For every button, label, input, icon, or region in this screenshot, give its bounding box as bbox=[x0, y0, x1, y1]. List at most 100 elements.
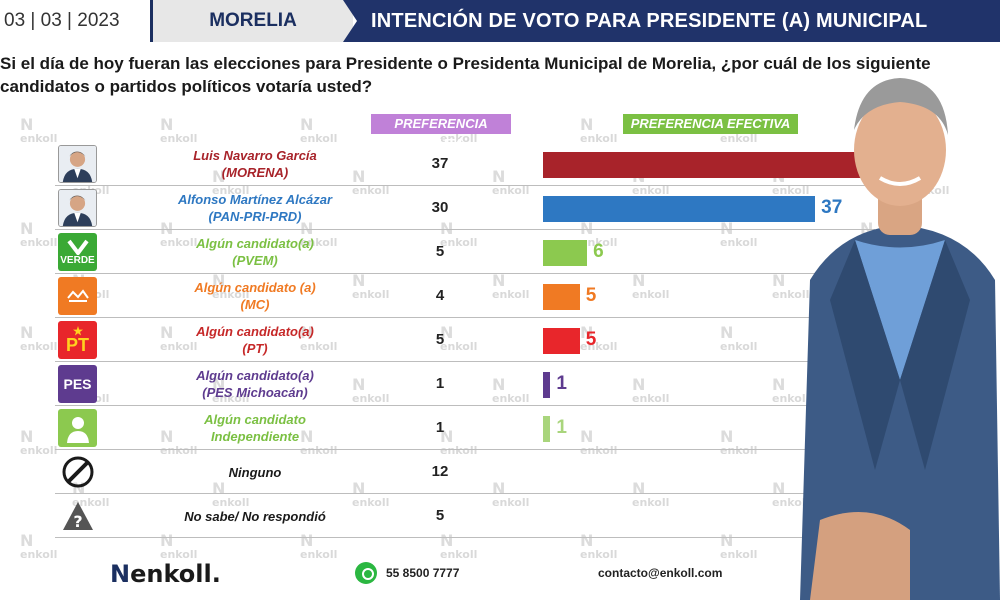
preferencia-bruta-value: 1 bbox=[435, 375, 445, 392]
candidate-label: Algún candidato(a) (PVEM) bbox=[135, 235, 375, 269]
logo-text: PT bbox=[65, 335, 89, 355]
table-row: ? No sabe/ No respondió 5 bbox=[55, 494, 875, 538]
preferencia-bruta-value: 5 bbox=[435, 507, 445, 524]
column-header-efectiva: PREFERENCIA EFECTIVA bbox=[623, 114, 798, 134]
table-row: Ninguno 12 bbox=[55, 450, 875, 494]
enkoll-mark-icon: N bbox=[20, 531, 34, 550]
candidate-name: Algún candidato bbox=[204, 412, 306, 427]
preferencia-efectiva-bar bbox=[543, 284, 580, 310]
footer: Nenkoll. 55 8500 7777 contacto@enkoll.co… bbox=[0, 550, 800, 595]
preferencia-efectiva-value: 37 bbox=[821, 197, 843, 218]
preferencia-bruta-value: 12 bbox=[431, 463, 449, 480]
candidate-label: Ninguno bbox=[135, 464, 375, 481]
preferencia-efectiva-bar bbox=[543, 416, 551, 442]
footer-phone: 55 8500 7777 bbox=[386, 566, 460, 580]
header-city: MORELIA bbox=[153, 0, 353, 42]
logo-text: VERDE bbox=[60, 254, 95, 266]
survey-question: Si el día de hoy fueran las elecciones p… bbox=[0, 52, 930, 98]
candidate-label: Algún candidato(a) (PT) bbox=[135, 323, 375, 357]
candidate-photo-icon bbox=[58, 145, 97, 183]
preferencia-efectiva-value: 1 bbox=[556, 417, 567, 438]
row-divider bbox=[55, 185, 875, 186]
row-divider bbox=[55, 229, 875, 230]
row-divider bbox=[55, 273, 875, 274]
watermark-text: enkoll bbox=[20, 236, 58, 249]
table-row: PT Algún candidato(a) (PT) 5 5 bbox=[55, 318, 875, 362]
candidate-photo-icon bbox=[58, 189, 97, 227]
row-divider bbox=[55, 317, 875, 318]
ninguno-icon bbox=[58, 453, 97, 491]
preferencia-efectiva-bar bbox=[543, 328, 580, 354]
table-row: PES Algún candidato(a) (PES Michoacán) 1 1 bbox=[55, 362, 875, 406]
candidate-label: Algún candidato Independiente bbox=[135, 411, 375, 445]
candidate-party: (MC) bbox=[240, 297, 270, 312]
candidate-party: (PAN-PRI-PRD) bbox=[208, 209, 302, 224]
candidate-party: (MORENA) bbox=[221, 165, 289, 180]
candidate-label: Algún candidato (a) (MC) bbox=[135, 279, 375, 313]
enkoll-mark-icon: N bbox=[20, 323, 34, 342]
row-divider bbox=[55, 449, 875, 450]
survey-question-line2: candidatos o partidos políticos votaría … bbox=[0, 77, 373, 96]
preferencia-bruta-value: 30 bbox=[431, 199, 449, 216]
column-header-bruta: PREFERENCIA BRUTA bbox=[371, 114, 511, 151]
candidate-party: (PES Michoacán) bbox=[202, 385, 308, 400]
candidate-party: (PVEM) bbox=[232, 253, 278, 268]
preferencia-bruta-value: 4 bbox=[435, 287, 445, 304]
preferencia-efectiva-value: 5 bbox=[585, 285, 597, 306]
candidate-portrait bbox=[800, 78, 1000, 600]
logo-text: PES bbox=[63, 376, 92, 392]
watermark-text: enkoll bbox=[20, 444, 58, 457]
header-date: 03 | 03 | 2023 bbox=[0, 0, 150, 42]
candidate-party: Independiente bbox=[210, 429, 300, 444]
enkoll-mark-icon: N bbox=[160, 115, 174, 134]
candidate-party: (PT) bbox=[242, 341, 268, 356]
candidate-name: Luis Navarro García bbox=[193, 148, 317, 163]
enkoll-mark-icon: N bbox=[300, 115, 314, 134]
candidate-name: Alfonso Martínez Alcázar bbox=[177, 192, 333, 207]
table-row: VERDE Algún candidato(a) (PVEM) 5 6 bbox=[55, 230, 875, 274]
candidate-name: Ninguno bbox=[228, 465, 282, 480]
watermark-text: enkoll bbox=[20, 132, 58, 145]
candidate-label: Luis Navarro García (MORENA) bbox=[135, 147, 375, 181]
enkoll-mark-icon: N bbox=[20, 219, 34, 238]
mc-logo-icon bbox=[58, 277, 97, 315]
row-divider bbox=[55, 361, 875, 362]
candidate-name: No sabe/ No respondió bbox=[184, 509, 326, 524]
preferencia-bruta-value: 5 bbox=[435, 243, 445, 260]
row-divider bbox=[55, 537, 875, 538]
preferencia-efectiva-value: 6 bbox=[593, 241, 604, 262]
whatsapp-icon bbox=[355, 562, 377, 584]
header-title-banner: INTENCIÓN DE VOTO PARA PRESIDENTE (A) MU… bbox=[343, 0, 1000, 42]
pes-logo-icon: PES bbox=[58, 365, 97, 403]
survey-question-line1: Si el día de hoy fueran las elecciones p… bbox=[0, 54, 930, 73]
preferencia-efectiva-bar bbox=[543, 196, 816, 222]
watermark-text: enkoll bbox=[20, 340, 58, 353]
table-row: Algún candidato Independiente 1 1 bbox=[55, 406, 875, 450]
row-divider bbox=[55, 405, 875, 406]
row-divider bbox=[55, 493, 875, 494]
candidate-label: Algún candidato(a) (PES Michoacán) bbox=[135, 367, 375, 401]
candidate-name: Algún candidato(a) bbox=[196, 236, 314, 251]
header: 03 | 03 | 2023 MORELIA INTENCIÓN DE VOTO… bbox=[0, 0, 1000, 42]
preferencia-bruta-value: 5 bbox=[435, 331, 445, 348]
independiente-icon bbox=[58, 409, 97, 447]
pvem-logo-icon: VERDE bbox=[58, 233, 97, 271]
preferencia-efectiva-value: 5 bbox=[585, 329, 597, 350]
enkoll-mark-icon: N bbox=[110, 560, 131, 588]
table-row: Luis Navarro García(MORENA)3745 bbox=[55, 142, 901, 186]
pt-logo-icon: PT bbox=[58, 321, 97, 359]
candidate-name: Algún candidato(a) bbox=[196, 368, 314, 383]
preferencia-bruta-value: 37 bbox=[431, 155, 449, 172]
candidate-name: Algún candidato(a) bbox=[196, 324, 314, 339]
table-row: Algún candidato (a) (MC) 4 5 bbox=[55, 274, 875, 318]
candidate-label: Alfonso Martínez Alcázar (PAN-PRI-PRD) bbox=[135, 191, 375, 225]
preferencia-efectiva-bar bbox=[543, 240, 588, 266]
header-title: INTENCIÓN DE VOTO PARA PRESIDENTE (A) MU… bbox=[371, 10, 928, 32]
footer-email: contacto@enkoll.com bbox=[598, 566, 723, 580]
enkoll-mark-icon: N bbox=[20, 427, 34, 446]
